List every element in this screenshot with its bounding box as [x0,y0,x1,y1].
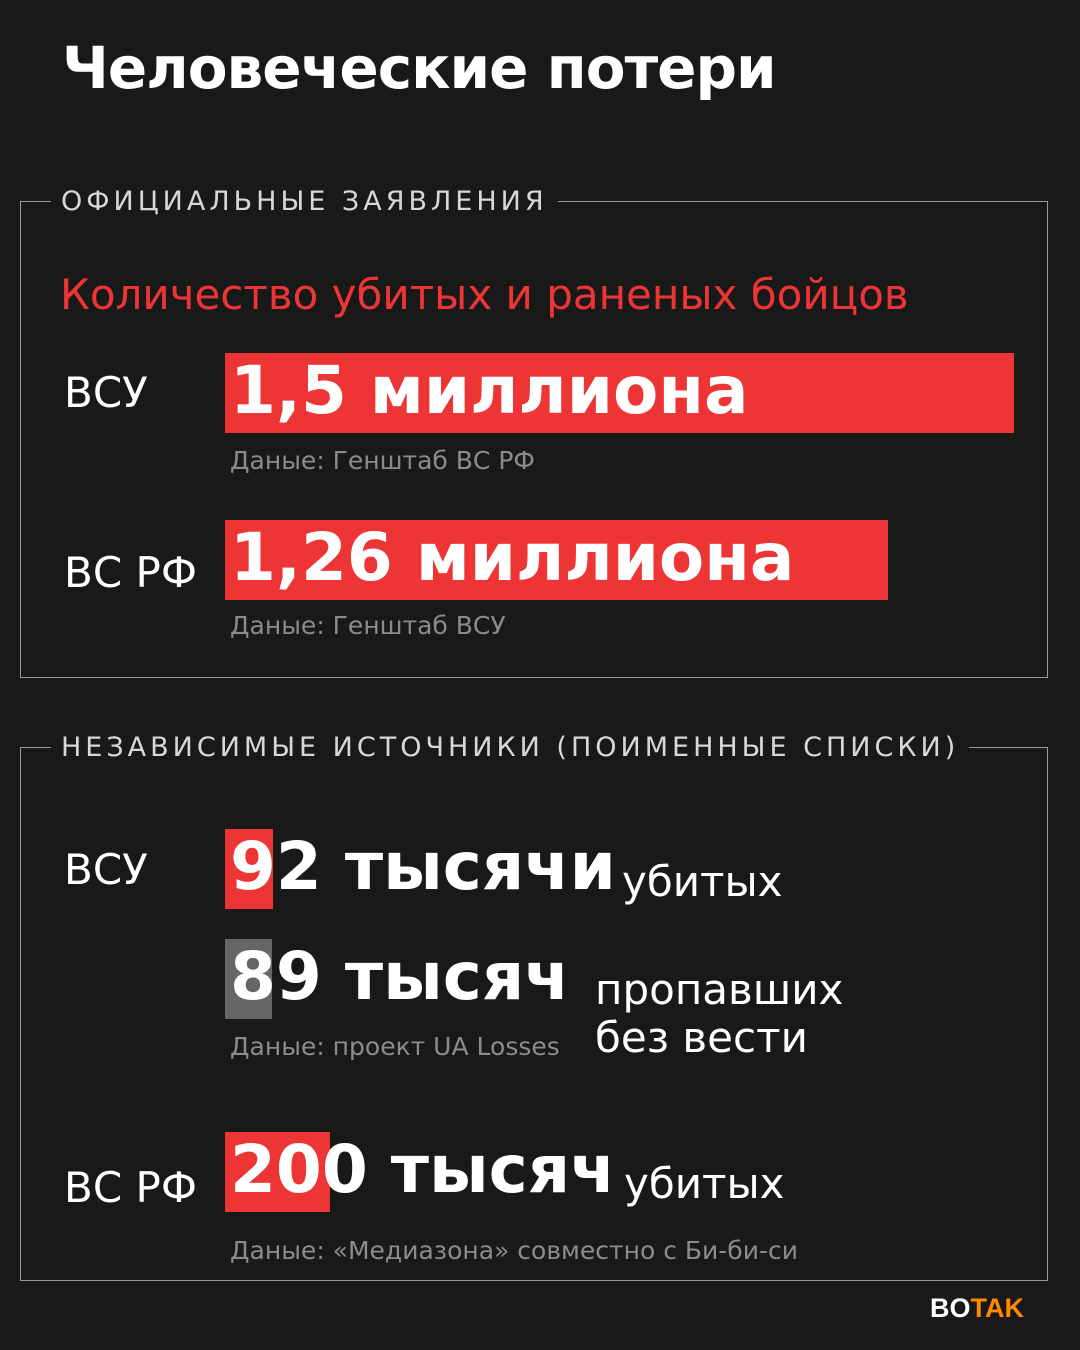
official-section: ОФИЦИАЛЬНЫЕ ЗАЯВЛЕНИЯ [20,186,1048,678]
value-text: 1,5 миллиона [230,352,749,429]
row-label: ВС РФ [64,1163,197,1212]
section-legend: НЕЗАВИСИМЫЕ ИСТОЧНИКИ (ПОИМЕННЫЕ СПИСКИ) [51,732,970,763]
bar-vsu-official [225,353,1014,433]
source-note: Даные: Генштаб ВСУ [230,611,506,640]
source-note: Даные: проект UA Losses [230,1032,560,1061]
independent-section: НЕЗАВИСИМЫЕ ИСТОЧНИКИ (ПОИМЕННЫЕ СПИСКИ) [20,732,1048,1281]
page-title: Человеческие потери [62,34,777,102]
bar-vsu-missing [225,939,272,1019]
section-legend: ОФИЦИАЛЬНЫЕ ЗАЯВЛЕНИЯ [51,186,558,217]
value-text: 1,26 миллиона [230,519,795,596]
bar-vsu-killed [225,829,273,909]
bar-vsrf-killed [225,1132,330,1212]
source-note: Даные: «Медиазона» совместно с Би-би-си [230,1236,798,1265]
logo-part: BO [930,1293,971,1323]
unit-label: пропавших [595,965,844,1014]
row-label: ВСУ [64,368,148,417]
row-label: ВС РФ [64,548,197,597]
unit-label: без вести [595,1013,808,1062]
source-note: Даные: Генштаб ВС РФ [230,446,535,475]
value-text: 92 тысячи [230,828,616,905]
unit-label: убитых [624,1159,785,1208]
value-text: 89 тысяч [230,938,570,1015]
bar-vsrf-official [225,520,888,600]
unit-label: убитых [622,857,783,906]
value-text: 200 тысяч [230,1131,616,1208]
logo: BOTAK [930,1293,1024,1324]
logo-part: TAK [970,1293,1025,1323]
section-subtitle: Количество убитых и раненых бойцов [60,270,909,319]
row-label: ВСУ [64,845,148,894]
